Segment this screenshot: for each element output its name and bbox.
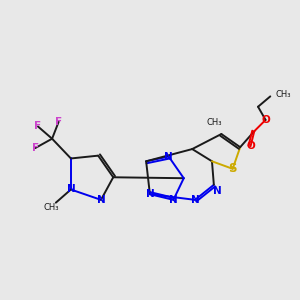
Text: N: N xyxy=(97,195,105,205)
Text: N: N xyxy=(164,152,173,162)
Text: F: F xyxy=(32,143,39,153)
Text: N: N xyxy=(169,195,178,205)
Text: CH₃: CH₃ xyxy=(206,118,222,127)
Text: F: F xyxy=(34,122,41,131)
Text: O: O xyxy=(261,115,270,125)
Text: N: N xyxy=(213,186,222,197)
Text: N: N xyxy=(191,195,200,205)
Text: N: N xyxy=(67,184,75,194)
Text: CH₃: CH₃ xyxy=(276,90,291,99)
Text: O: O xyxy=(246,141,255,151)
Text: S: S xyxy=(228,162,237,175)
Text: N: N xyxy=(146,189,154,199)
Text: F: F xyxy=(55,117,62,127)
Text: CH₃: CH₃ xyxy=(44,203,59,212)
